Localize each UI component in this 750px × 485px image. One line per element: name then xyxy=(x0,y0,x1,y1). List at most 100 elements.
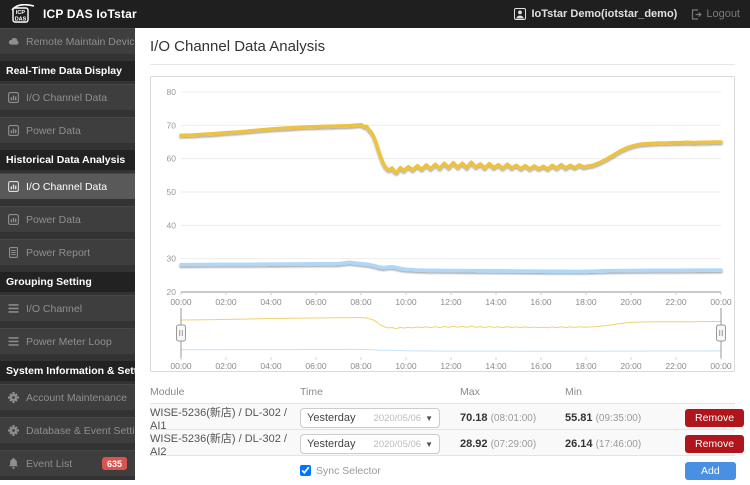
sidebar-item-account-maintenance[interactable]: Account Maintenance xyxy=(0,384,135,410)
x-tick-label: 18:00 xyxy=(575,297,597,307)
chart-icon xyxy=(8,125,19,136)
sidebar-item-i-o-channel-data[interactable]: I/O Channel Data xyxy=(0,173,135,199)
remove-button[interactable]: Remove xyxy=(685,409,745,427)
sidebar-item-label: Power Meter Loop xyxy=(26,335,112,348)
handle-grip xyxy=(176,324,186,342)
col-module: Module xyxy=(150,386,185,398)
x-tick-label: 00:00 xyxy=(170,297,192,307)
y-tick-label: 70 xyxy=(167,120,177,130)
svg-text:DAS: DAS xyxy=(15,16,27,22)
x-tick-label: 06:00 xyxy=(305,297,327,307)
x-tick-label: 02:00 xyxy=(215,297,237,307)
y-tick-label: 20 xyxy=(167,287,177,297)
y-tick-label: 30 xyxy=(167,254,177,264)
chart-icon xyxy=(8,92,19,103)
sidebar-section-historical-data-analysis: Historical Data Analysis xyxy=(0,150,135,170)
add-button[interactable]: Add xyxy=(685,461,736,480)
sidebar-section-grouping-setting: Grouping Setting xyxy=(0,272,135,292)
navigator-tick-label: 16:00 xyxy=(530,361,552,371)
sync-selector[interactable]: Sync Selector xyxy=(300,465,460,477)
min-cell: 26.14 (17:46:00) xyxy=(565,438,642,450)
col-min: Min xyxy=(565,386,582,398)
navigator-handle-right[interactable] xyxy=(716,308,726,358)
chart-icon xyxy=(8,181,19,192)
sidebar-item-database-event-setting[interactable]: Database & Event Setting xyxy=(0,417,135,443)
x-tick-label: 04:00 xyxy=(260,297,282,307)
x-tick-label: 22:00 xyxy=(665,297,687,307)
navigator-tick-label: 00:00 xyxy=(710,361,732,371)
user-icon xyxy=(514,8,527,20)
logout-icon xyxy=(692,8,702,20)
sidebar-item-power-meter-loop[interactable]: Power Meter Loop xyxy=(0,328,135,354)
sidebar-item-label: I/O Channel Data xyxy=(26,91,108,104)
col-max: Max xyxy=(460,386,480,398)
x-tick-label: 00:00 xyxy=(710,297,732,307)
sidebar-section-real-time-data-display: Real-Time Data Display xyxy=(0,61,135,81)
sidebar-section-system-information-setting: System Information & Setting xyxy=(0,361,135,381)
navigator-tick-label: 04:00 xyxy=(260,361,282,371)
x-tick-label: 20:00 xyxy=(620,297,642,307)
sidebar-item-i-o-channel[interactable]: I/O Channel xyxy=(0,295,135,321)
table-row: WISE-5236(新店) / DL-302 / AI2 Yesterday 202… xyxy=(150,429,745,458)
handle-grip xyxy=(716,324,726,342)
table-header-row: Module Time Max Min xyxy=(150,383,735,403)
sidebar-item-power-report[interactable]: Power Report xyxy=(0,239,135,265)
sidebar-item-label: I/O Channel Data xyxy=(26,180,108,193)
list-icon xyxy=(8,303,19,314)
sidebar-item-event-list[interactable]: Event List 635 xyxy=(0,450,135,476)
svg-text:ICP: ICP xyxy=(16,10,26,16)
chart-icon xyxy=(8,214,19,225)
x-tick-label: 12:00 xyxy=(440,297,462,307)
sidebar-item-label: Database & Event Setting xyxy=(26,424,135,437)
navigator-tick-label: 18:00 xyxy=(575,361,597,371)
event-count-badge: 635 xyxy=(101,457,127,470)
io-channel-chart: 80 70 60 50 40 30 20 00:00 02:00 04:00 06:00 08:00 1… xyxy=(150,76,735,372)
sidebar-item-label: Event List xyxy=(26,457,73,470)
navigator-series-1 xyxy=(180,316,721,330)
x-tick-label: 16:00 xyxy=(530,297,552,307)
sidebar-item-remote-maintain-devices[interactable]: Remote Maintain Devices xyxy=(0,28,135,54)
time-range-select[interactable]: Yesterday 2020/05/06 ▼ xyxy=(300,408,440,428)
col-time: Time xyxy=(300,386,323,398)
y-tick-label: 80 xyxy=(167,87,177,97)
max-cell: 70.18 (08:01:00) xyxy=(460,412,537,424)
gear-icon xyxy=(8,425,19,436)
icpdas-logo-icon: ICP DAS xyxy=(10,4,36,24)
report-icon xyxy=(8,247,19,258)
x-tick-label: 14:00 xyxy=(485,297,507,307)
y-tick-label: 60 xyxy=(167,154,177,164)
sidebar-item-label: Account Maintenance xyxy=(26,391,127,404)
sidebar: Remote Maintain Devices Real-Time Data Di… xyxy=(0,28,135,480)
navigator-tick-label: 14:00 xyxy=(485,361,507,371)
module-cell: WISE-5236(新店) / DL-302 / AI1 xyxy=(150,407,287,432)
remove-button[interactable]: Remove xyxy=(685,435,745,453)
channel-table: Module Time Max Min WISE-5236(新店) / DL-3… xyxy=(150,383,745,485)
user-name: IoTstar Demo(iotstar_demo) xyxy=(531,8,678,20)
caret-down-icon: ▼ xyxy=(425,439,433,449)
table-footer-row: Sync Selector Add xyxy=(150,455,736,485)
bell-icon xyxy=(8,458,19,469)
sidebar-item-label: Power Report xyxy=(26,246,91,259)
user-menu[interactable]: IoTstar Demo(iotstar_demo) xyxy=(514,8,677,20)
navigator-series-2 xyxy=(181,348,722,352)
x-tick-label: 10:00 xyxy=(395,297,417,307)
module-cell: WISE-5236(新店) / DL-302 / AI2 xyxy=(150,433,287,458)
list-icon xyxy=(8,336,19,347)
navigator-tick-label: 02:00 xyxy=(215,361,237,371)
navigator-handle-left[interactable] xyxy=(176,308,186,358)
table-row: WISE-5236(新店) / DL-302 / AI1 Yesterday 202… xyxy=(150,403,745,432)
sidebar-item-power-data[interactable]: Power Data xyxy=(0,206,135,232)
logout-button[interactable]: Logout xyxy=(691,8,740,20)
sidebar-item-label: Remote Maintain Devices xyxy=(26,35,135,48)
time-range-select[interactable]: Yesterday 2020/05/06 ▼ xyxy=(300,434,440,454)
x-tick-label: 08:00 xyxy=(350,297,372,307)
sidebar-item-label: Power Data xyxy=(26,124,81,137)
sidebar-item-i-o-channel-data[interactable]: I/O Channel Data xyxy=(0,84,135,110)
series-line-1 xyxy=(179,122,723,175)
page-title: I/O Channel Data Analysis xyxy=(150,38,735,65)
navigator-tick-label: 08:00 xyxy=(350,361,372,371)
series-line-2 xyxy=(179,260,723,274)
sidebar-item-label: Power Data xyxy=(26,213,81,226)
sync-selector-checkbox[interactable] xyxy=(300,465,311,476)
sidebar-item-power-data[interactable]: Power Data xyxy=(0,117,135,143)
